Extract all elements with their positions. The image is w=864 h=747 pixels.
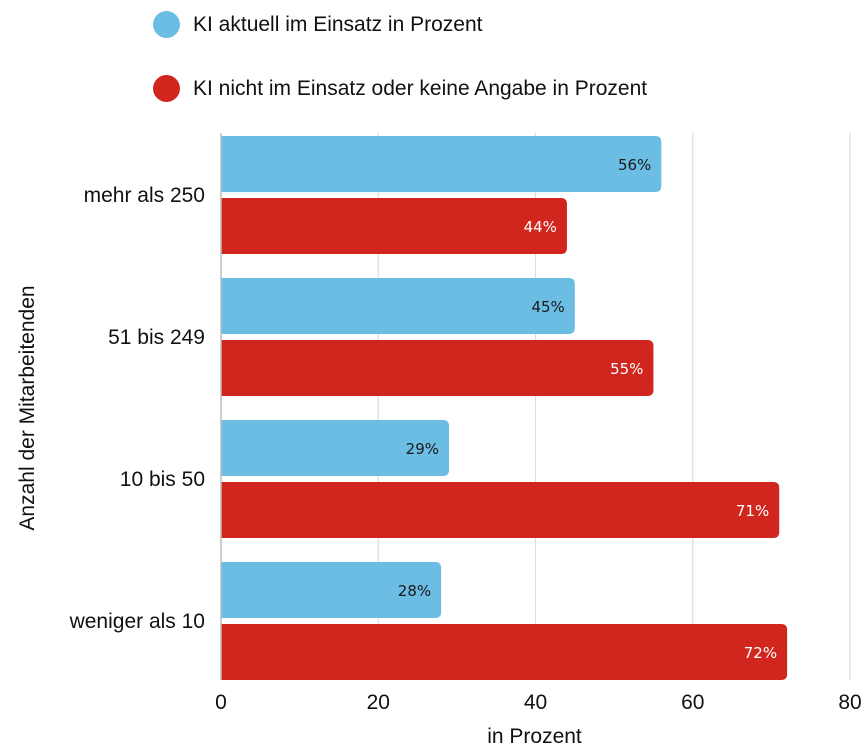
bar-label-1-2: 45% [531, 298, 564, 316]
bar-2-4 [221, 624, 788, 680]
legend-swatch-2 [153, 75, 180, 102]
bar-1-2 [221, 278, 575, 334]
x-axis-title: in Prozent [487, 725, 582, 747]
bar-label-2-4: 72% [744, 644, 777, 662]
bar-2-3 [221, 482, 780, 538]
y-axis-title: Anzahl der Mitarbeitenden [16, 285, 39, 530]
category-label-3: 10 bis 50 [120, 468, 205, 491]
legend-item-2: KI nicht im Einsatz oder keine Angabe in… [153, 75, 647, 102]
legend-label-1: KI aktuell im Einsatz in Prozent [193, 12, 483, 36]
bar-label-1-1: 56% [618, 156, 651, 174]
category-label-2: 51 bis 249 [108, 326, 205, 349]
bar-label-2-1: 44% [524, 218, 557, 236]
legend-label-2: KI nicht im Einsatz oder keine Angabe in… [193, 76, 648, 100]
bar-label-2-2: 55% [610, 360, 643, 378]
legend-swatch-1 [153, 11, 180, 38]
bar-label-1-4: 28% [398, 582, 431, 600]
category-label-4: weniger als 10 [69, 610, 205, 633]
x-tick-label-40: 40 [524, 691, 547, 714]
x-tick-label-0: 0 [215, 691, 227, 714]
bar-2-1 [221, 198, 567, 254]
bar-1-1 [221, 136, 662, 192]
x-tick-label-80: 80 [838, 691, 861, 714]
bar-label-1-3: 29% [406, 440, 439, 458]
bar-1-3 [221, 420, 450, 476]
legend-item-1: KI aktuell im Einsatz in Prozent [153, 11, 482, 38]
x-tick-label-20: 20 [367, 691, 390, 714]
x-tick-label-60: 60 [681, 691, 704, 714]
bar-2-2 [221, 340, 654, 396]
category-label-1: mehr als 250 [84, 184, 205, 207]
bar-1-4 [221, 562, 442, 618]
bar-label-2-3: 71% [736, 502, 769, 520]
